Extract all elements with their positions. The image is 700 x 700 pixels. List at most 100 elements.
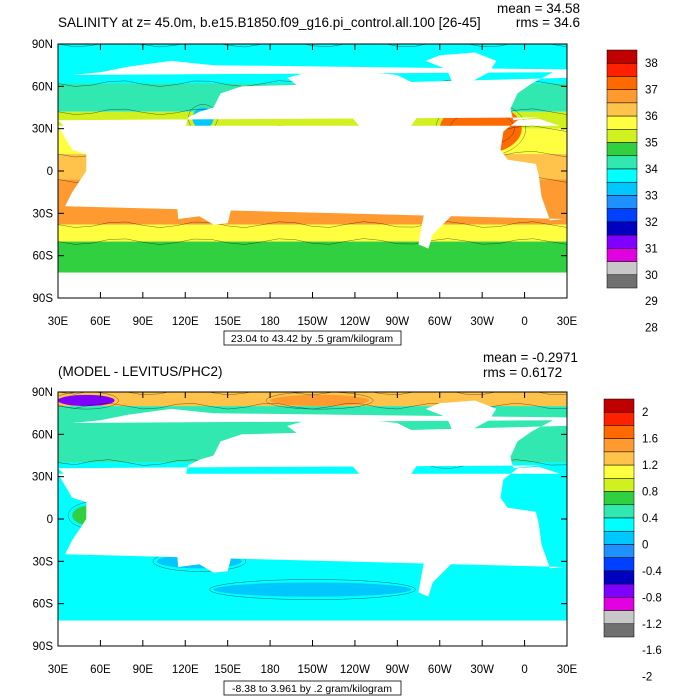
x-tick-label: 90E — [133, 316, 154, 328]
x-tick-label: 180 — [260, 664, 279, 676]
colorbar-swatch — [606, 274, 638, 289]
colorbar-swatch — [603, 438, 635, 453]
x-tick-label: 90E — [133, 664, 154, 676]
colorbar-swatch — [606, 208, 638, 223]
x-tick-label: 30W — [470, 316, 494, 328]
y-tick-label: 90S — [33, 293, 54, 305]
colorbar-swatch — [603, 504, 635, 519]
colorbar-swatch — [603, 425, 635, 439]
y-tick-label: 30N — [32, 124, 53, 136]
y-tick-label: 90N — [32, 39, 53, 51]
contour-line — [58, 221, 567, 228]
colorbar-label: 35 — [645, 138, 658, 150]
x-tick-label: 180 — [260, 316, 279, 328]
y-tick-label: 0 — [47, 166, 53, 178]
colorbar-swatch — [606, 221, 638, 236]
contour-line — [209, 579, 416, 600]
colorbar-swatch — [603, 491, 635, 506]
colorbar-swatch — [603, 557, 635, 572]
rms-stat: rms = 34.6 — [516, 15, 580, 30]
x-tick-label: 30E — [557, 316, 578, 328]
y-tick-label: 60N — [32, 81, 53, 93]
colorbar-swatch — [606, 49, 638, 64]
colorbar-swatch — [606, 102, 638, 117]
x-tick-label: 60E — [90, 664, 111, 676]
x-tick-label: 30E — [557, 664, 578, 676]
colorbar-label: -2 — [642, 672, 652, 684]
colorbar-swatch — [603, 517, 635, 532]
x-tick-label: 30W — [470, 664, 494, 676]
x-tick-label: 60E — [90, 316, 111, 328]
colorbar-swatch — [606, 76, 638, 90]
x-tick-label: 120W — [340, 664, 370, 676]
y-axis: 90N 60N 30N 0 30S 60S 90S — [32, 39, 567, 305]
land-polygon — [176, 534, 232, 573]
colorbar-label: 37 — [645, 85, 658, 97]
land-polygon — [410, 502, 476, 597]
colorbar-swatch — [603, 583, 635, 598]
colorbar-label: 0.8 — [642, 487, 658, 499]
x-axis: 30E 60E 90E 120E 150E 180 150W 120W 90W 60W 30W 0 30… — [48, 44, 578, 328]
difference-panel: (MODEL - LEVITUS/PHC2) mean = -0.2971 rm… — [32, 350, 662, 696]
y-tick-label: 60S — [33, 251, 54, 263]
y-tick-label: 90N — [32, 387, 53, 399]
contour-info: 23.04 to 43.42 by .5 gram/kilogram — [231, 333, 394, 345]
colorbar-label: 31 — [645, 243, 658, 255]
y-tick-label: 30N — [32, 472, 53, 484]
mean-stat: mean = -0.2971 — [483, 350, 578, 365]
colorbar-label: 36 — [645, 111, 658, 123]
colorbar-label: 0 — [642, 539, 648, 551]
colorbar-label: 1.6 — [642, 434, 658, 446]
colorbar-swatch — [603, 544, 635, 558]
x-tick-label: 30E — [48, 664, 69, 676]
colorbar-swatch — [603, 623, 635, 638]
contour-info: -8.38 to 3.961 by .2 gram/kilogram — [232, 683, 392, 695]
x-tick-label: 60W — [428, 664, 452, 676]
contour-line — [58, 238, 567, 245]
colorbar-swatch — [606, 234, 638, 249]
colorbar-swatch — [606, 248, 638, 262]
contour-feature — [58, 394, 115, 407]
x-tick-label: 150W — [297, 316, 327, 328]
land-polygon — [425, 52, 497, 87]
contour-line — [265, 392, 374, 410]
contour-info-box — [223, 680, 402, 696]
colorbar-label: -1.6 — [642, 645, 662, 657]
contour-feature — [270, 394, 370, 407]
colorbar-swatch — [603, 464, 635, 479]
colorbar: 38 37 36 35 34 33 32 31 30 29 28 — [606, 49, 658, 335]
y-tick-label: 90S — [33, 641, 54, 653]
y-tick-label: 30S — [33, 556, 54, 568]
colorbar-swatch — [606, 142, 638, 157]
x-tick-label: 30E — [48, 316, 69, 328]
x-tick-label: 90W — [386, 316, 410, 328]
x-tick-label: 120E — [172, 664, 199, 676]
land-polygon — [287, 418, 447, 508]
colorbar-swatch — [606, 62, 638, 77]
colorbar: 2 1.6 1.2 0.8 0.4 0 -0.4 -0.8 -1.2 -1.6 -2 — [603, 398, 662, 684]
colorbar-swatch — [606, 181, 638, 196]
y-tick-label: 30S — [33, 208, 54, 220]
land-polygon — [58, 408, 567, 517]
y-tick-label: 60S — [33, 599, 54, 611]
salinity-zone — [58, 224, 567, 242]
colorbar-label: -1.2 — [642, 619, 662, 631]
colorbar-label: 32 — [645, 217, 658, 229]
colorbar-label: 30 — [645, 270, 658, 282]
colorbar-label: 34 — [645, 164, 658, 176]
salinity-zone — [58, 241, 567, 273]
colorbar-swatch — [606, 195, 638, 209]
colorbar-swatch — [603, 451, 635, 466]
x-tick-label: 150W — [297, 664, 327, 676]
colorbar-label: 33 — [645, 190, 658, 202]
colorbar-swatch — [603, 478, 635, 492]
colorbar-label: 28 — [645, 323, 658, 335]
colorbar-label: -0.8 — [642, 592, 662, 604]
contour-feature — [213, 582, 412, 597]
x-tick-label: 0 — [521, 664, 527, 676]
land-mask — [58, 52, 567, 298]
x-tick-label: 90W — [386, 664, 410, 676]
y-tick-label: 60N — [32, 429, 53, 441]
x-tick-label: 120W — [340, 316, 370, 328]
